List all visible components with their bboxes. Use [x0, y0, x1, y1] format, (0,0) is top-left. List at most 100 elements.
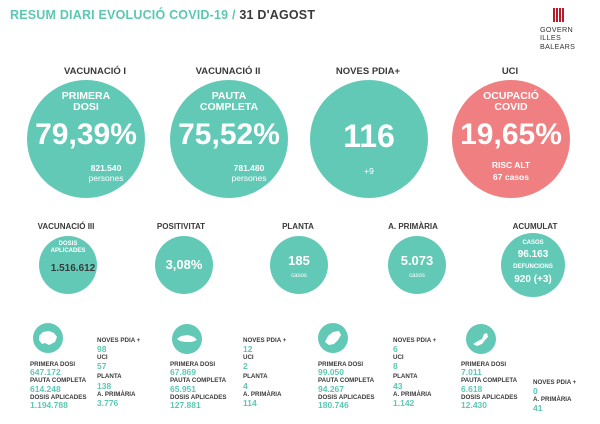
- uci-cases: 67 casos: [493, 172, 529, 182]
- island1-right-value-3: 138: [97, 381, 112, 391]
- planta-value: 185: [288, 253, 310, 268]
- vac2-unit: persones: [231, 173, 267, 183]
- menorca-icon: [172, 324, 202, 354]
- vac1-unit: persones: [88, 173, 124, 183]
- island2-left-value-1: 67.869: [170, 367, 196, 377]
- island3-left-label-3: DOSIS APLICADES: [318, 394, 375, 401]
- island4-right-label-2: A. PRIMÀRIA: [533, 396, 572, 403]
- island4-left-value-3: 12.430: [461, 400, 487, 410]
- vac3-label-1: DOSIS: [58, 241, 78, 247]
- island1-left-label-1: PRIMERA DOSI: [30, 361, 76, 368]
- island2-right-value-2: 2: [243, 361, 248, 371]
- planta-unit: casos: [291, 273, 307, 279]
- positivitat-circle: 3,08%: [155, 236, 213, 294]
- island2-right-value-1: 12: [243, 344, 253, 354]
- title-date: 31 D'AGOST: [239, 8, 316, 22]
- pdia-value: 116: [343, 118, 395, 154]
- bars-logo-icon: [553, 8, 565, 22]
- island3-left-label-2: PAUTA COMPLETA: [318, 377, 375, 384]
- island2-left-value-3: 127.881: [170, 400, 201, 410]
- pdia-delta: +9: [364, 166, 374, 176]
- aprimaria-unit: casos: [409, 273, 425, 279]
- title-main: RESUM DIARI EVOLUCIÓ COVID-19 /: [10, 8, 236, 22]
- logo-line-1: GOVERN: [540, 25, 573, 34]
- page-title: RESUM DIARI EVOLUCIÓ COVID-19 / 31 D'AGO…: [10, 8, 315, 22]
- island3-right-value-2: 8: [393, 361, 398, 371]
- vac1-value: 79,39%: [35, 118, 137, 151]
- vac3-value: 1.516.612: [50, 263, 96, 274]
- vac1-label-2: DOSI: [73, 101, 99, 113]
- vac2-count: 781.480: [233, 163, 265, 173]
- island3-left-value-3: 180.746: [318, 400, 349, 410]
- acumulat-label-1: CASOS: [522, 240, 544, 246]
- island4-right-label-1: NOVES PDIA +: [533, 379, 577, 386]
- island2-right-label-1: NOVES PDIA +: [243, 337, 287, 344]
- pdia-circle: 116 +9: [310, 80, 428, 198]
- vac3-circle: DOSIS APLICADES: [39, 236, 97, 294]
- islands-section: PRIMERA DOSI 647.172 PAUTA COMPLETA 614.…: [0, 320, 600, 424]
- island3-left-label-1: PRIMERA DOSI: [318, 361, 364, 368]
- island1-right-label-3: PLANTA: [97, 373, 122, 380]
- planta-circle: 185 casos: [270, 236, 328, 294]
- formentera-icon: [466, 324, 496, 354]
- island3-right-label-1: NOVES PDIA +: [393, 337, 437, 344]
- pdia-header: NOVES PDIA+: [335, 66, 401, 77]
- logo-text: GOVERN ILLES BALEARS: [540, 25, 576, 51]
- vac1-count: 821.540: [90, 163, 122, 173]
- acumulat-label-2: DEFUNCIONS: [513, 264, 553, 270]
- aprimaria-header: A. PRIMÀRIA: [388, 222, 438, 231]
- vac3-label-2: APLICADES: [50, 248, 86, 254]
- island2-left-value-2: 65.951: [170, 384, 196, 394]
- island3-right-label-2: UCI: [393, 354, 404, 361]
- uci-circle: OCUPACIÓ COVID 19,65% RISC ALT 67 casos: [452, 80, 570, 198]
- eivissa-icon: [318, 323, 348, 353]
- acumulat-header: ACUMULAT: [512, 222, 558, 231]
- uci-header: UCI: [501, 66, 519, 77]
- logo-line-2: ILLES: [540, 33, 562, 43]
- uci-label-1: OCUPACIÓ: [483, 90, 539, 102]
- positivitat-header: POSITIVITAT: [156, 222, 206, 231]
- island4-left-label-3: DOSIS APLICADES: [461, 394, 518, 401]
- island3-left-value-2: 94.267: [318, 384, 344, 394]
- island4-right-value-2: 41: [533, 403, 543, 413]
- uci-label-2: COVID: [494, 101, 528, 113]
- planta-header: PLANTA: [282, 222, 314, 231]
- island3-right-value-1: 6: [393, 344, 398, 354]
- aprimaria-circle: 5.073 casos: [388, 236, 446, 294]
- vac2-value: 75,52%: [178, 118, 280, 151]
- island2-right-value-3: 4: [243, 381, 248, 391]
- vac1-circle: PRIMERA DOSI 79,39% 821.540 persones: [27, 80, 145, 198]
- logo-line-3: BALEARS: [540, 41, 576, 51]
- uci-risk: RISC ALT: [491, 160, 531, 170]
- vac2-label-2: COMPLETA: [199, 101, 259, 113]
- island1-left-label-3: DOSIS APLICADES: [30, 394, 87, 401]
- aprimaria-value: 5.073: [400, 253, 434, 268]
- island3-left-value-1: 99.050: [318, 367, 344, 377]
- island1-right-value-4: 3.776: [97, 398, 119, 408]
- island1-right-label-1: NOVES PDIA +: [97, 337, 141, 344]
- island1-left-value-3: 1.194.788: [30, 400, 68, 410]
- island1-right-value-2: 57: [97, 361, 107, 371]
- island4-left-label-2: PAUTA COMPLETA: [461, 377, 518, 384]
- island1-right-label-2: UCI: [97, 354, 108, 361]
- island3-right-value-3: 43: [393, 381, 403, 391]
- acumulat-value-1: 96.163: [517, 249, 549, 260]
- island1-left-label-2: PAUTA COMPLETA: [30, 377, 87, 384]
- island4-left-value-2: 6.618: [461, 384, 483, 394]
- island2-left-label-2: PAUTA COMPLETA: [170, 377, 227, 384]
- mallorca-icon: [33, 323, 63, 353]
- island3-right-label-3: PLANTA: [393, 373, 418, 380]
- vac2-header: VACUNACIÓ II: [195, 66, 261, 77]
- vac2-label-1: PAUTA: [211, 90, 247, 102]
- acumulat-circle: CASOS 96.163 DEFUNCIONS 920 (+3): [501, 233, 565, 297]
- island1-right-value-1: 98: [97, 344, 107, 354]
- vac3-header: VACUNACIÓ III: [37, 222, 95, 231]
- island3-right-value-4: 1.142: [393, 398, 415, 408]
- island2-right-label-2: UCI: [243, 354, 254, 361]
- island3-right-label-4: A. PRIMÀRIA: [393, 391, 432, 398]
- island2-left-label-1: PRIMERA DOSI: [170, 361, 216, 368]
- vac2-circle: PAUTA COMPLETA 75,52% 781.480 persones: [170, 80, 288, 198]
- acumulat-value-2: 920 (+3): [514, 274, 552, 285]
- island4-right-value-1: 0: [533, 386, 538, 396]
- positivitat-value: 3,08%: [165, 257, 203, 272]
